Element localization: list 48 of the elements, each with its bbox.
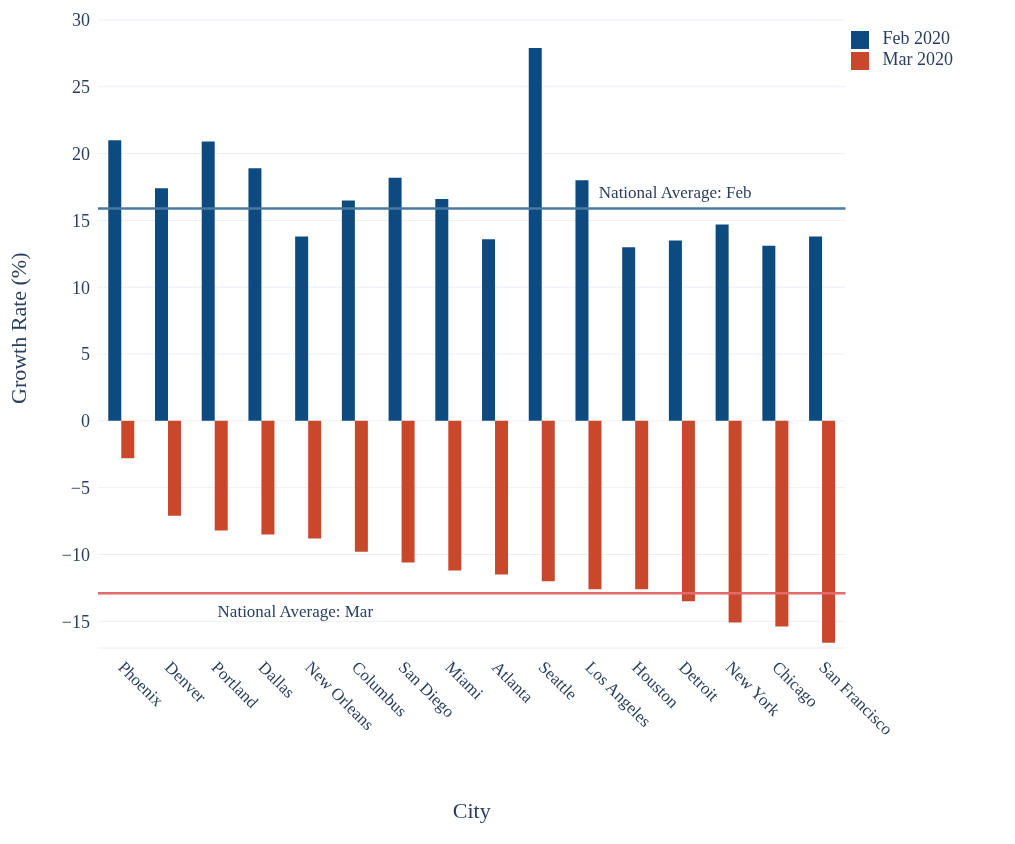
- bar: [715, 224, 729, 421]
- bar: [482, 239, 496, 421]
- bar: [308, 420, 322, 539]
- ref-line-label: National Average: Feb: [598, 183, 752, 203]
- bar: [354, 420, 368, 552]
- bar: [528, 48, 542, 421]
- y-tick-label: 15: [72, 210, 90, 231]
- bar: [681, 420, 695, 602]
- y-tick-label: 5: [81, 344, 90, 365]
- y-tick-label: 10: [72, 277, 90, 298]
- ref-line-label: National Average: Mar: [217, 602, 374, 622]
- y-tick-label: 30: [72, 10, 90, 31]
- y-tick-label: 20: [72, 144, 90, 165]
- bar: [341, 200, 355, 421]
- bar: [668, 240, 682, 421]
- y-axis-title: Growth Rate (%): [5, 252, 31, 404]
- y-tick-label: 25: [72, 77, 90, 98]
- bar: [809, 236, 823, 421]
- bar: [121, 420, 135, 459]
- bar: [622, 247, 636, 421]
- bar: [214, 420, 228, 531]
- bar: [388, 177, 402, 421]
- bar: [728, 420, 742, 623]
- bar: [295, 236, 309, 421]
- bar: [108, 140, 122, 421]
- bar: [168, 420, 181, 516]
- bar: [822, 420, 836, 643]
- bar: [248, 168, 262, 421]
- bar: [541, 420, 555, 582]
- y-tick-label: 0: [81, 411, 90, 432]
- bar: [635, 420, 649, 590]
- x-axis-title: City: [452, 798, 491, 823]
- legend-label: Feb 2020: [882, 28, 950, 48]
- bar: [201, 141, 215, 421]
- bar: [762, 245, 776, 421]
- bar: [401, 420, 415, 563]
- legend-label: Mar 2020: [882, 49, 953, 69]
- bar: [435, 199, 449, 421]
- y-tick-label: −10: [61, 544, 90, 565]
- bar: [155, 188, 168, 421]
- bar: [261, 420, 275, 535]
- bar: [588, 420, 602, 590]
- bar: [575, 180, 589, 421]
- y-tick-label: −5: [70, 478, 90, 499]
- bar: [448, 420, 462, 571]
- bar: [775, 420, 789, 627]
- bar: [495, 420, 509, 575]
- y-tick-label: −15: [61, 611, 90, 632]
